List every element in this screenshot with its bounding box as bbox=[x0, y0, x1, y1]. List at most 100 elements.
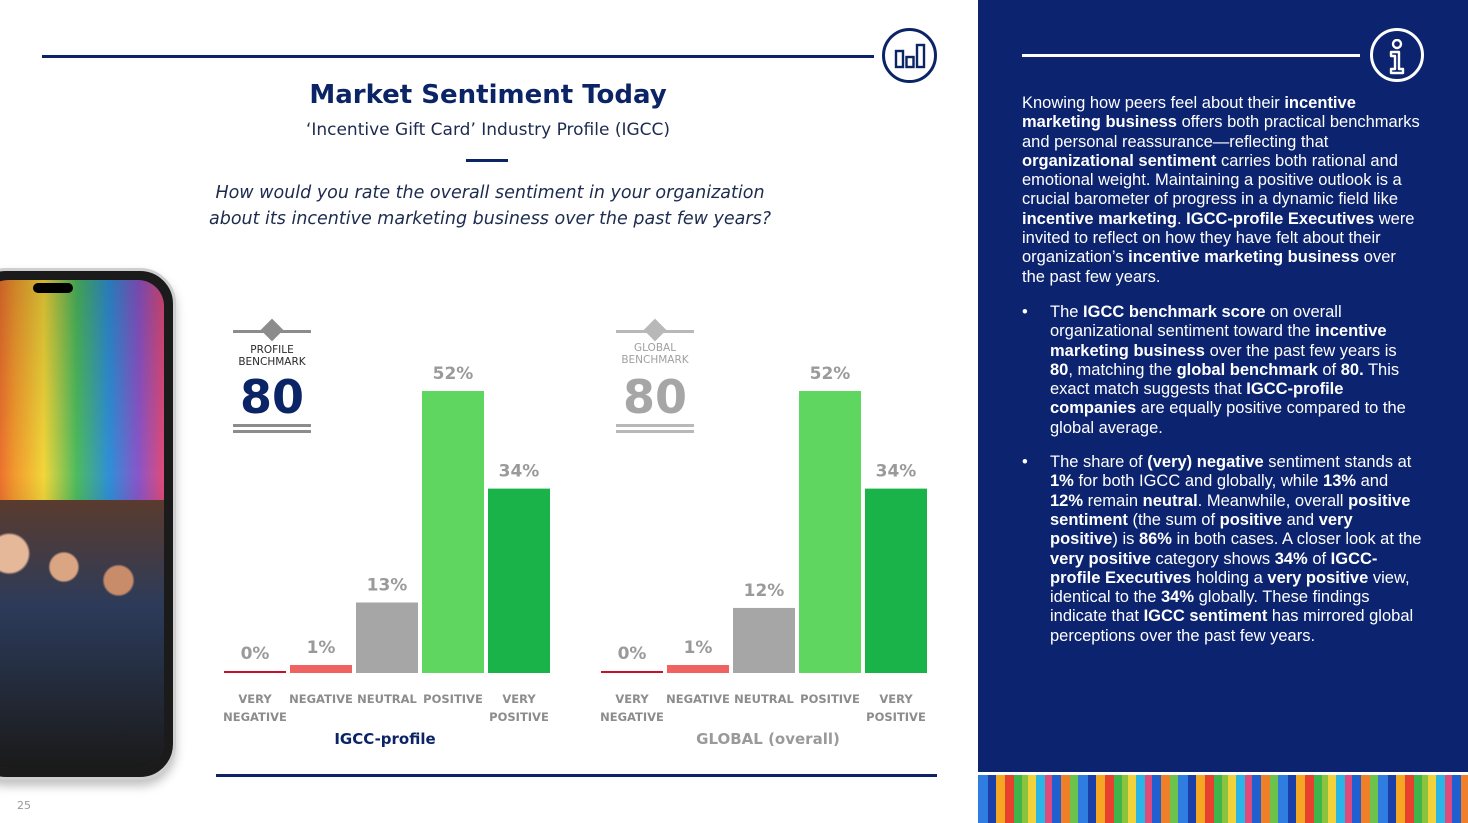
panel-bullet: The share of (very) negative sentiment s… bbox=[1022, 453, 1422, 646]
category-label: POSITIVE bbox=[866, 710, 926, 724]
bar-negative bbox=[290, 665, 352, 673]
benchmark-label-line2: BENCHMARK bbox=[238, 356, 306, 368]
panel-text: Knowing how peers feel about their incen… bbox=[1022, 94, 1422, 661]
panel-emphasis: 86% bbox=[1138, 530, 1172, 549]
panel-text-run: . bbox=[1176, 209, 1187, 228]
panel-text-run: were invited to reflect on how they have… bbox=[1022, 209, 1415, 267]
color-stripe-banner bbox=[978, 775, 1468, 823]
bar-positive bbox=[799, 391, 861, 673]
panel-emphasis: very positive bbox=[1050, 549, 1151, 568]
data-label: 34% bbox=[499, 462, 540, 482]
category-label: NEGATIVE bbox=[666, 692, 730, 706]
benchmark-label-line1: GLOBAL bbox=[633, 342, 677, 354]
benchmark-value: 80 bbox=[239, 370, 304, 424]
panel-emphasis: 80. bbox=[1340, 360, 1364, 379]
benchmark-label-line2: BENCHMARK bbox=[621, 354, 689, 366]
benchmark-label-line1: PROFILE bbox=[250, 344, 294, 356]
panel-emphasis: neutral bbox=[1142, 491, 1198, 510]
benchmark-label: PROFILE BENCHMARK bbox=[223, 344, 321, 368]
category-label: POSITIVE bbox=[423, 692, 483, 706]
benchmark-label: GLOBAL BENCHMARK bbox=[606, 342, 704, 366]
bar-positive bbox=[422, 391, 484, 673]
category-label: NEUTRAL bbox=[357, 692, 417, 706]
panel-emphasis: incentive marketing bbox=[1022, 209, 1177, 228]
panel-emphasis: incentive marketing business bbox=[1128, 248, 1360, 267]
panel-text-run: has mirrored global perceptions over the… bbox=[1050, 607, 1414, 645]
panel-text-run: over the past few years is bbox=[1204, 341, 1397, 360]
panel-intro: Knowing how peers feel about their incen… bbox=[1022, 94, 1422, 287]
panel-text-run: and bbox=[1282, 510, 1319, 529]
panel-text-run: Knowing how peers feel about their bbox=[1022, 94, 1285, 112]
panel-text-run: remain bbox=[1083, 491, 1143, 510]
benchmark-rule bbox=[616, 430, 694, 433]
panel-text-run: ) is bbox=[1112, 530, 1139, 549]
panel-emphasis: IGCC-profile Executives bbox=[1186, 209, 1375, 228]
panel-emphasis: 1% bbox=[1050, 472, 1074, 491]
panel-emphasis: organizational sentiment bbox=[1022, 151, 1217, 170]
panel-emphasis: very positive bbox=[1267, 568, 1369, 587]
panel-text-run: are equally positive compared to the glo… bbox=[1050, 399, 1406, 437]
category-label: NEGATIVE bbox=[600, 710, 664, 724]
panel-text-run: carries both rational and emotional weig… bbox=[1022, 151, 1402, 209]
page-subtitle: ‘Incentive Gift Card’ Industry Profile (… bbox=[305, 120, 671, 140]
data-label: 1% bbox=[307, 638, 336, 658]
panel-emphasis: incentive marketing business bbox=[1050, 322, 1387, 360]
panel-text-run: The share of bbox=[1050, 453, 1148, 472]
panel-text-run: , matching the bbox=[1068, 360, 1177, 379]
survey-question-line1: How would you rate the overall sentiment… bbox=[215, 183, 765, 203]
chart-title-global: GLOBAL (overall) bbox=[696, 730, 840, 748]
data-label: 12% bbox=[744, 581, 785, 601]
data-label: 13% bbox=[367, 576, 408, 596]
panel-emphasis: very positive bbox=[1050, 510, 1353, 549]
panel-text-run: sentiment stands at bbox=[1263, 453, 1412, 472]
sentiment-bar-charts: 0% VERY NEGATIVE 1% NEGATIVE 13% NEUTRAL 52% POS… bbox=[223, 364, 927, 724]
panel-emphasis: IGCC sentiment bbox=[1143, 607, 1268, 626]
bar-very-positive bbox=[488, 488, 550, 673]
category-label: NEGATIVE bbox=[223, 710, 287, 724]
panel-text-run: over the past few years. bbox=[1022, 248, 1396, 286]
panel-text-run: globally. These findings indicate that bbox=[1050, 588, 1370, 626]
panel-emphasis: 13% bbox=[1323, 472, 1357, 491]
bar-very-negative bbox=[601, 671, 663, 673]
panel-emphasis: 34% bbox=[1161, 588, 1195, 607]
panel-emphasis: global benchmark bbox=[1176, 360, 1318, 379]
data-label: 34% bbox=[876, 462, 917, 482]
panel-text-run: and bbox=[1356, 472, 1389, 491]
category-label: NEUTRAL bbox=[734, 692, 794, 706]
benchmark-rule bbox=[616, 424, 694, 427]
panel-emphasis: IGCC-profile companies bbox=[1050, 380, 1344, 418]
panel-emphasis: IGCC benchmark score bbox=[1083, 302, 1266, 321]
panel-text-run: holding a bbox=[1191, 568, 1268, 587]
panel-text-run: (the sum of bbox=[1127, 510, 1220, 529]
page-title: Market Sentiment Today bbox=[309, 80, 667, 110]
panel-text-run: of bbox=[1317, 360, 1341, 379]
phone-screen-photo bbox=[0, 280, 164, 768]
panel-emphasis: IGCC-profile Executives bbox=[1050, 549, 1378, 587]
data-label: 52% bbox=[433, 364, 474, 384]
panel-bullets: The IGCC benchmark score on overall orga… bbox=[1022, 303, 1422, 646]
panel-text-run: on overall organizational sentiment towa… bbox=[1050, 302, 1342, 341]
panel-text-run: for both IGCC and globally, while bbox=[1073, 472, 1324, 491]
panel-emphasis: 34% bbox=[1274, 549, 1308, 568]
bar-neutral bbox=[356, 602, 418, 673]
panel-bullet: The IGCC benchmark score on overall orga… bbox=[1022, 303, 1422, 438]
panel-emphasis: 80 bbox=[1050, 360, 1069, 379]
phone-mockup-image bbox=[0, 268, 176, 780]
bar-neutral bbox=[733, 607, 795, 673]
panel-text-run: category shows bbox=[1150, 549, 1275, 568]
panel-emphasis: (very) negative bbox=[1147, 453, 1264, 472]
panel-text-run: view, identical to the bbox=[1050, 568, 1410, 607]
title-divider bbox=[466, 159, 508, 162]
category-label: VERY bbox=[615, 692, 649, 706]
category-label: POSITIVE bbox=[800, 692, 860, 706]
benchmark-rule bbox=[233, 430, 311, 433]
data-label: 52% bbox=[810, 364, 851, 384]
data-label: 0% bbox=[618, 644, 647, 664]
panel-text-run: of bbox=[1307, 549, 1331, 568]
bar-negative bbox=[667, 665, 729, 673]
header-rule bbox=[42, 55, 874, 58]
survey-question-line2: about its incentive marketing business o… bbox=[209, 209, 771, 229]
benchmark-value: 80 bbox=[622, 370, 687, 424]
info-icon bbox=[1370, 28, 1424, 82]
page-number: 25 bbox=[17, 799, 31, 812]
